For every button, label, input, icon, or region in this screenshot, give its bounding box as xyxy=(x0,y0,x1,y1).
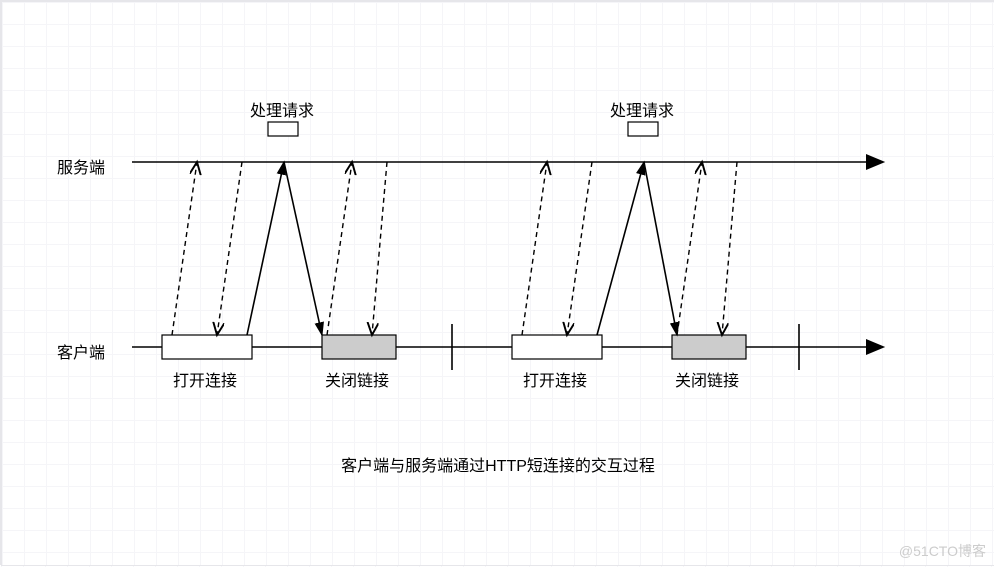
close-conn-label-1: 关闭链接 xyxy=(325,367,389,391)
open-conn-label-2: 打开连接 xyxy=(523,367,587,391)
diagram-caption: 客户端与服务端通过HTTP短连接的交互过程 xyxy=(2,452,994,476)
diagram-svg xyxy=(2,2,994,567)
close-conn-label-2: 关闭链接 xyxy=(675,367,739,391)
client-lane-label: 客户端 xyxy=(57,339,105,363)
open-conn-label-1: 打开连接 xyxy=(173,367,237,391)
process-request-label-1: 处理请求 xyxy=(250,97,314,121)
server-lane-label: 服务端 xyxy=(57,154,105,178)
watermark: @51CTO博客 xyxy=(899,541,986,561)
process-request-label-2: 处理请求 xyxy=(610,97,674,121)
